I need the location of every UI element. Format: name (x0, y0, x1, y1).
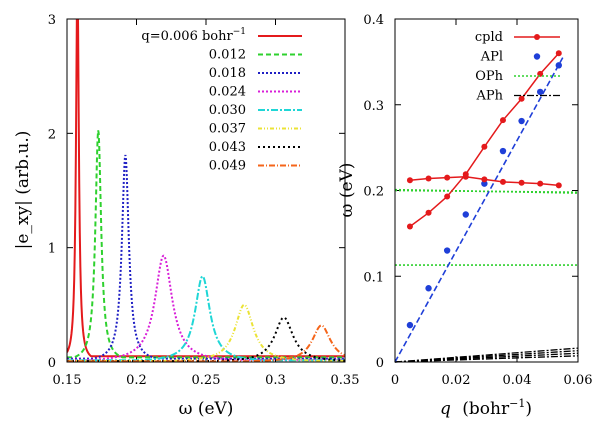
spectrum-line (67, 303, 345, 362)
cpld-point (481, 143, 488, 150)
left-xtick-label: 0.35 (331, 373, 360, 388)
spectrum-line (67, 154, 345, 360)
right-chart-frame (394, 18, 579, 363)
left-xtick-label: 0.2 (126, 373, 147, 388)
legend-label: 0.012 (209, 48, 246, 63)
cpld-point (406, 223, 413, 230)
legend-label: 0.049 (209, 159, 246, 174)
apl-point (425, 285, 432, 292)
left-chart-frame (66, 18, 346, 363)
right-chart-xlabel: q (bohr−1) (440, 397, 532, 419)
legend-label: 0.043 (209, 140, 246, 155)
cpld-point (518, 95, 525, 102)
apl-point (481, 180, 488, 187)
cpld-point (537, 180, 544, 187)
legend-label: 0.024 (209, 85, 246, 100)
cpld-point (518, 179, 525, 186)
cpld-point (499, 178, 506, 185)
spectrum-line (67, 254, 345, 361)
left-chart-series (67, 19, 345, 362)
right-ytick-label: 0 (376, 356, 384, 371)
right-ytick-label: 0.4 (363, 13, 384, 28)
legend-marker (534, 34, 540, 40)
cpld-point (444, 174, 451, 181)
right-chart-tick-labels: 0 0.02 0.04 0.06 0 0.1 0.2 0.3 0.4 (363, 13, 592, 388)
cpld-point (406, 177, 413, 184)
cpld-point (555, 182, 562, 189)
right-chart-ylabel: ω (eV) (337, 163, 357, 218)
left-chart-tick-labels: 0.15 0.2 0.25 0.3 0.35 0 1 2 3 (48, 13, 360, 388)
legend-marker (533, 53, 541, 60)
right-chart: 0 0.02 0.04 0.06 0 0.1 0.2 0.3 0.4 cpld APl OPh APh… (337, 13, 592, 419)
left-ytick-label: 0 (48, 356, 56, 371)
right-ytick-label: 0.2 (363, 185, 384, 200)
right-chart-series (394, 50, 579, 363)
left-ytick-label: 2 (48, 127, 56, 142)
legend-label: 0.030 (209, 103, 246, 118)
right-xtick-label: 0 (391, 373, 399, 388)
cpld-point (499, 117, 506, 124)
left-ytick-label: 3 (48, 13, 56, 28)
right-ytick-label: 0.3 (363, 99, 384, 114)
legend-label: OPh (475, 69, 503, 84)
cpld-point (444, 193, 451, 200)
apl-point (555, 62, 562, 69)
legend-label: APh (475, 89, 503, 104)
apl-point (406, 321, 414, 329)
legend-label: APl (480, 50, 503, 65)
apl-point (443, 247, 451, 254)
right-xtick-label: 0.04 (503, 373, 532, 388)
oph-line (394, 188, 579, 194)
cpld-point (425, 209, 432, 216)
oph-line (394, 189, 579, 194)
left-xtick-label: 0.15 (53, 373, 82, 388)
apl-fit-line (394, 57, 564, 363)
right-chart-legend: cpld APl OPh APh (475, 30, 560, 104)
left-chart-ticks (66, 18, 346, 363)
apl-point (518, 117, 525, 125)
spectrum-line (67, 130, 345, 359)
cpld-point (481, 176, 488, 183)
spectrum-line (67, 275, 345, 362)
left-chart: 0.15 0.2 0.25 0.3 0.35 0 1 2 3 q=0.006 bohr−1 0.0… (13, 13, 360, 419)
right-ytick-label: 0.1 (363, 270, 384, 285)
left-chart-ylabel: |e_xy| (arb.u.) (13, 131, 33, 250)
cpld-point (555, 50, 562, 57)
cpld-point (462, 173, 469, 180)
apl-point (462, 211, 469, 218)
left-chart-legend: q=0.006 bohr−1 0.012 0.018 0.024 0.030 0.037 0… (141, 27, 302, 174)
spectrum-line (67, 324, 345, 362)
left-xtick-label: 0.3 (265, 373, 286, 388)
legend-label: cpld (475, 30, 503, 45)
spectrum-line (67, 19, 345, 358)
apl-point (499, 147, 507, 155)
cpld-point (425, 175, 432, 182)
left-ytick-label: 1 (48, 242, 56, 257)
left-xtick-label: 0.25 (192, 373, 221, 388)
apl-point (536, 88, 544, 96)
right-xtick-label: 0.06 (564, 373, 593, 388)
legend-label: 0.037 (209, 122, 246, 137)
left-chart-xlabel: ω (eV) (179, 399, 234, 419)
right-xtick-label: 0.02 (442, 373, 471, 388)
aph-line (394, 355, 579, 363)
legend-label: q=0.006 bohr−1 (141, 27, 246, 44)
legend-label: 0.018 (209, 66, 246, 81)
